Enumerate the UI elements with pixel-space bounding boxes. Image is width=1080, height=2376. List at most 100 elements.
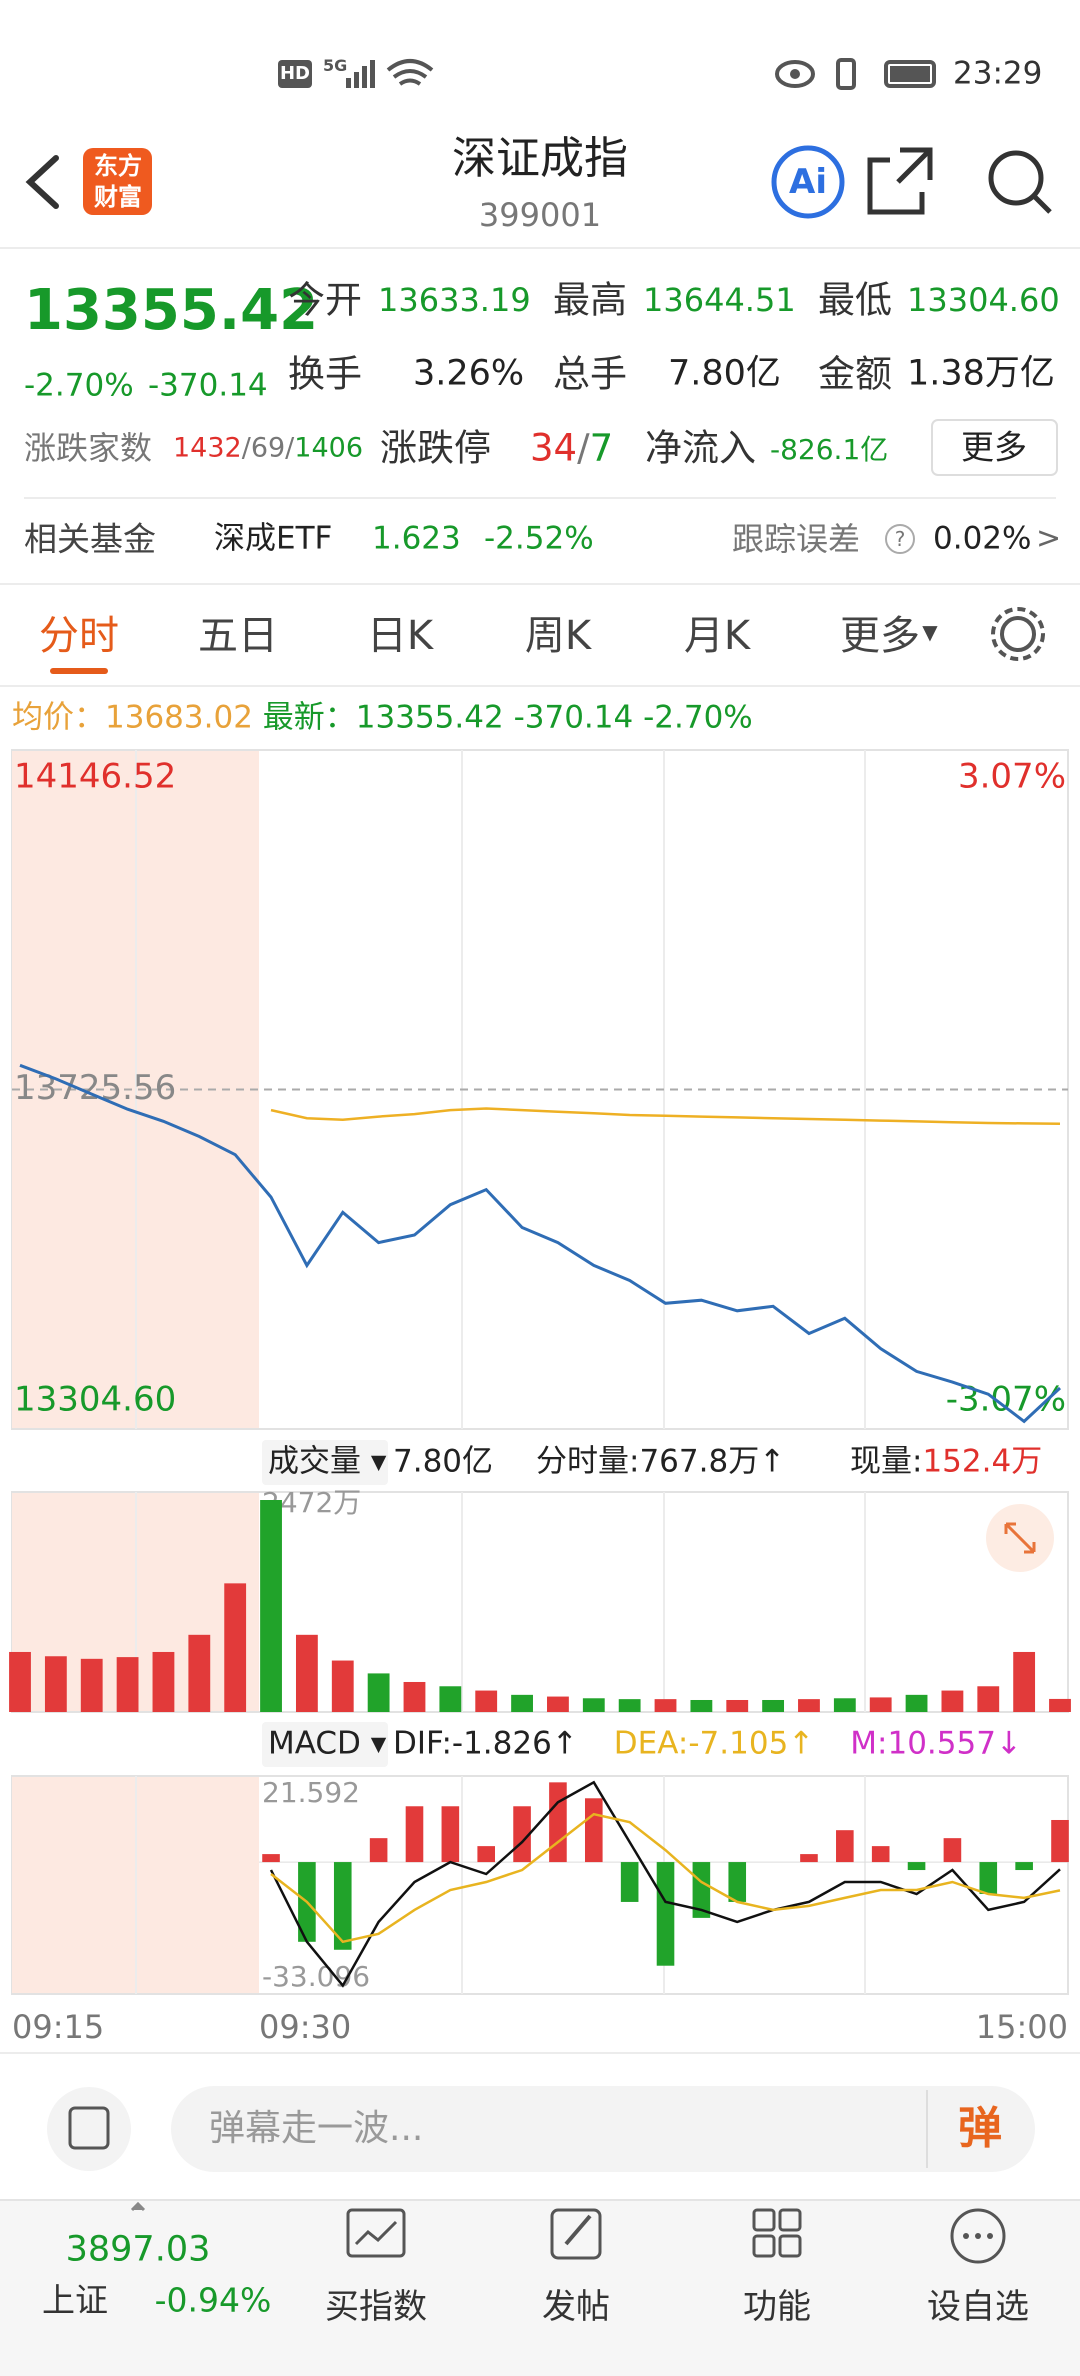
macd-bar [943,1838,962,1863]
stat-label: 今开 [288,278,362,322]
ticker-change[interactable]: -0.94% [154,2280,272,2320]
volume-bar [1013,1651,1036,1712]
tab[interactable]: 日K [366,613,434,659]
fund-name[interactable]: 深成ETF [214,520,333,557]
tab[interactable]: 分时 [39,613,119,659]
volume-per-minute: 分时量:767.8万↑ [536,1443,786,1480]
more-label[interactable]: 更多 [961,427,1027,467]
macd-bar [656,1862,675,1966]
macd-bar [907,1862,926,1871]
ticker-caret [130,2201,146,2212]
tab[interactable]: 周K [524,613,592,659]
breadth: 1432/69/1406 [173,435,363,462]
legend-entry: M:10.557↓ [850,1725,1022,1762]
time-label: 15:00 [975,2008,1068,2046]
ai-label[interactable]: Ai [789,162,827,202]
logo-text: 财富 [94,183,142,211]
macd-bar [836,1830,854,1863]
macd-bar [549,1782,567,1863]
tracking-value: 0.02% [933,520,1032,557]
volume-bar [9,1651,31,1712]
divider [0,685,1080,687]
volume-bar [762,1699,785,1712]
back-icon[interactable] [25,155,59,209]
stat-label: 金额 [818,352,892,396]
macd-line [270,1812,1061,1944]
tab[interactable]: 月K [683,613,751,659]
nav-item[interactable]: 功能 [743,2287,811,2327]
nav-item[interactable]: 设自选 [927,2287,1029,2327]
inflow-label: 净流入 [645,426,756,470]
clock: 23:29 [953,55,1043,92]
volume-selector-label[interactable]: 成交量 ▾ [268,1443,387,1480]
battery-level [890,66,930,82]
stat-value: 13633.19 [378,281,531,319]
ai-button[interactable] [771,145,845,219]
inflow-value: -826.1亿 [770,433,889,466]
more-button[interactable] [931,419,1058,476]
y-tick-label: 14146.52 [14,757,176,797]
help-mark: ? [894,527,906,551]
volume-bar [224,1583,247,1712]
share-icon[interactable] [867,147,933,215]
macd-selector-label[interactable]: MACD ▾ [268,1725,387,1762]
danmaku-button[interactable]: 弹 [958,2103,1002,2154]
volume-bar [295,1634,318,1712]
stat-label: 最低 [818,278,892,322]
tab-underline [50,668,108,674]
function-icon[interactable] [752,2208,802,2258]
divider [24,497,1056,499]
limit-up: 34 [530,426,578,470]
divider [0,247,1080,249]
divider [0,2052,1080,2054]
y2-tick-label: 3.07% [958,757,1066,797]
stat-value: 7.80亿 [668,353,781,394]
ticker-value[interactable]: 3897.03 [65,2229,211,2270]
volume-bar [905,1694,928,1712]
expand-icon [1004,1522,1036,1554]
stat-value: 1.38万亿 [907,353,1055,394]
post-pen [564,2214,592,2246]
volume-bar [475,1690,498,1712]
volume-bar [654,1699,677,1712]
ticker-name[interactable]: 上证 [42,2280,108,2320]
logo-text: 东方 [94,152,142,180]
macd-selector[interactable] [262,1722,388,1767]
danmaku-placeholder[interactable]: 弹幕走一波... [209,2108,424,2149]
volume-bar [188,1634,211,1712]
volume-bar [511,1694,533,1712]
volume-bar [726,1699,749,1712]
volume-bar [582,1698,605,1712]
fund-price: 1.623 [372,520,461,557]
volume-selector[interactable] [262,1440,388,1485]
tab[interactable]: 更多 [840,613,920,659]
settings-icon[interactable] [1000,616,1036,652]
help-icon[interactable] [885,524,915,554]
last-price: 13355.42 [24,278,319,343]
nav-item[interactable]: 发帖 [542,2287,610,2327]
buy-index-icon[interactable] [346,2208,406,2258]
tracking-arrow[interactable]: > [1036,521,1062,556]
last-change-pct: -2.70% [643,699,753,736]
search-icon[interactable] [988,150,1044,206]
time-label: 09:15 [12,2008,105,2046]
watchlist-icon[interactable] [950,2208,1006,2264]
price-line [270,1107,1061,1126]
logo[interactable] [83,148,152,215]
wifi-icon [386,59,434,86]
volume-bar [403,1681,426,1712]
nav-item[interactable]: 买指数 [325,2287,427,2327]
danmaku-settings[interactable] [47,2087,131,2171]
volume-bar [331,1660,354,1712]
post-icon[interactable] [550,2208,602,2260]
y-tick-label: 21.592 [262,1776,360,1809]
tab[interactable]: 五日 [198,613,278,659]
macd-bar [1015,1862,1033,1871]
y-tick-label: -33.096 [262,1960,370,1993]
hd-icon [278,60,312,88]
last-label: 最新： [262,699,356,736]
danmaku-input[interactable] [171,2086,1035,2172]
volume-current: 现量:152.4万 [850,1446,1042,1478]
breadth-label: 涨跌家数 [24,429,153,467]
